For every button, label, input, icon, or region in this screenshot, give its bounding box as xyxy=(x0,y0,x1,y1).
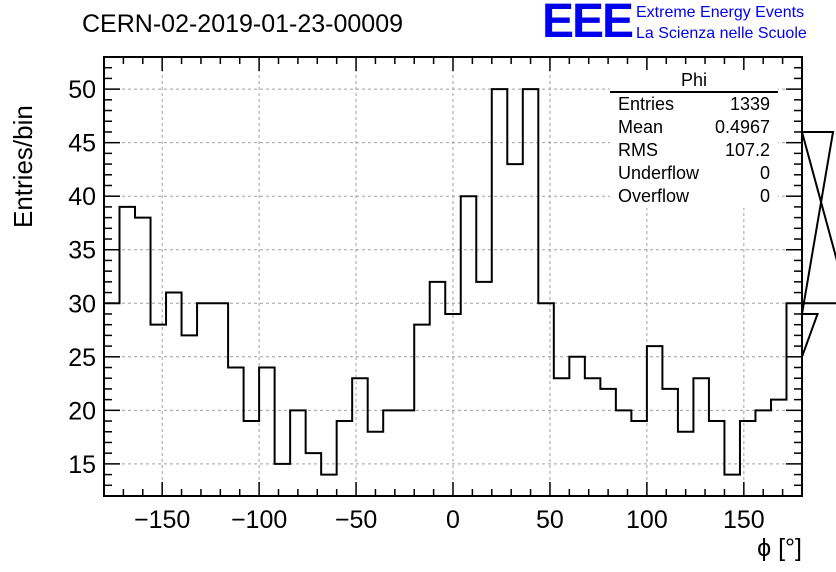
y-tick-label: 40 xyxy=(68,183,96,211)
y-tick-label: 20 xyxy=(68,397,96,425)
stats-label: RMS xyxy=(618,140,658,160)
tick-labels: −150 −100 −50 0 50 100 150 15 20 25 30 35 40 45 50 xyxy=(68,76,765,534)
stats-box: Phi Entries 1339 Mean 0.4967 RMS 107.2 U… xyxy=(610,70,778,208)
stats-value: 0 xyxy=(759,186,770,206)
stats-value: 0.4967 xyxy=(714,117,770,137)
y-tick-label: 50 xyxy=(68,76,96,104)
stats-label: Mean xyxy=(618,117,664,137)
stats-label: Entries xyxy=(618,94,675,114)
stats-row-mean: Mean 0.4967 xyxy=(610,116,778,139)
stats-value: 0 xyxy=(759,163,770,183)
y-tick-label: 30 xyxy=(68,290,96,318)
stats-row-underflow: Underflow 0 xyxy=(610,162,778,185)
x-axis-label: ϕ [°] xyxy=(757,534,802,562)
logo-text-line-2: La Scienza nelle Scuole xyxy=(636,25,807,42)
x-tick-label: −150 xyxy=(134,506,190,534)
axis-ticks xyxy=(103,57,803,496)
x-tick-label: 100 xyxy=(626,506,668,534)
y-tick-label: 15 xyxy=(68,451,96,479)
stats-row-rms: RMS 107.2 xyxy=(610,139,778,162)
stats-row-entries: Entries 1339 xyxy=(610,93,778,116)
stats-label: Overflow xyxy=(618,186,690,206)
y-tick-label: 35 xyxy=(68,237,96,265)
x-tick-label: 150 xyxy=(723,506,765,534)
y-axis-label-text: Entries/bin xyxy=(8,105,38,228)
x-tick-label: −100 xyxy=(231,506,287,534)
histogram-series-line xyxy=(104,88,836,476)
stats-value: 107.2 xyxy=(724,140,770,160)
stats-value: 1339 xyxy=(729,94,770,114)
stats-row-overflow: Overflow 0 xyxy=(610,185,778,208)
y-axis-label: Entries/bin xyxy=(6,105,46,230)
logo-text-line-1: Extreme Energy Events xyxy=(636,4,805,21)
x-tick-label: 0 xyxy=(446,506,460,534)
chart-title: CERN-02-2019-01-23-00009 xyxy=(82,10,404,38)
eee-logo: EEE xyxy=(542,0,634,48)
stats-label: Underflow xyxy=(618,163,700,183)
x-tick-label: 50 xyxy=(536,506,564,534)
x-tick-label: −50 xyxy=(335,506,377,534)
y-tick-label: 45 xyxy=(68,130,96,158)
stats-title: Phi xyxy=(610,70,778,93)
y-tick-label: 25 xyxy=(68,344,96,372)
